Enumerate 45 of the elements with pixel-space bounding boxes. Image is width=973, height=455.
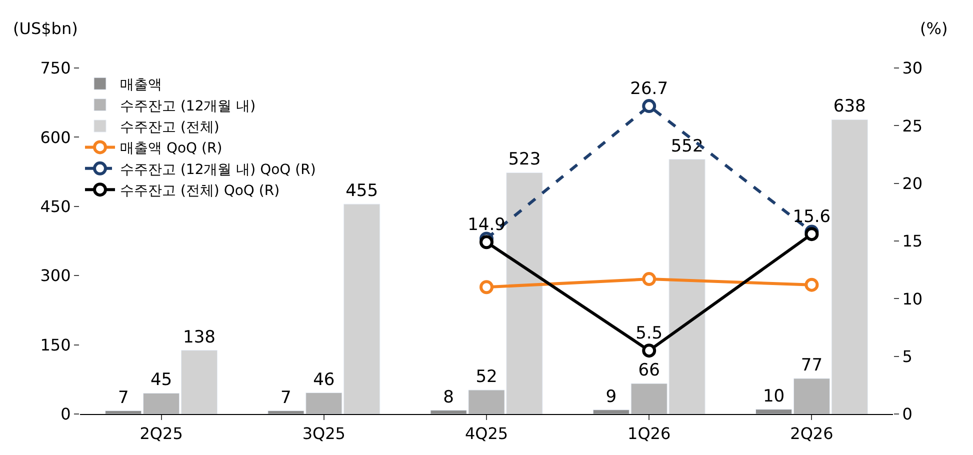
- y-axis-title: (US$bn): [13, 19, 78, 38]
- y-tick-label: 450: [40, 197, 71, 216]
- data-label: 7: [280, 388, 292, 408]
- y2-tick-label: 15: [902, 232, 923, 251]
- x-tick-label: 2Q26: [790, 424, 834, 444]
- x-tick-label: 2Q25: [140, 424, 183, 444]
- legend-label: 매출액 QoQ (R): [120, 140, 222, 157]
- x-tick-label: 1Q26: [628, 424, 671, 444]
- legend-label: 매출액: [120, 77, 162, 94]
- y2-tick-label: 20: [902, 174, 923, 193]
- y-tick-label: 0: [60, 404, 71, 424]
- y2-tick-label: 5: [902, 346, 912, 366]
- data-label: 46: [313, 370, 335, 390]
- data-label: 52: [476, 367, 498, 388]
- data-label: 45: [150, 370, 172, 390]
- x-tick-label: 3Q25: [302, 424, 346, 444]
- data-label: 10: [762, 386, 785, 406]
- y2-axis-title: (%): [920, 19, 948, 38]
- data-label: 455: [346, 181, 378, 202]
- y-tick-label: 600: [40, 128, 71, 147]
- data-label: 66: [638, 360, 660, 381]
- legend-label: 수주잔고 (전체): [120, 119, 220, 136]
- data-label: 138: [183, 327, 216, 348]
- y-tick-label: 750: [40, 58, 71, 78]
- data-label: 552: [670, 136, 704, 156]
- data-label: 8: [443, 387, 454, 408]
- y2-tick-label: 0: [902, 404, 912, 424]
- data-label: 523: [508, 150, 541, 170]
- y-tick-label: 150: [40, 335, 71, 354]
- x-tick-label: 4Q25: [464, 424, 508, 444]
- data-label: 15.6: [792, 206, 831, 227]
- data-label: 26.7: [630, 78, 668, 99]
- y2-tick-label: 25: [902, 116, 923, 136]
- data-label: 14.9: [468, 215, 506, 236]
- data-label: 77: [800, 355, 823, 376]
- legend-label: 수주잔고 (12개월 내): [120, 98, 256, 114]
- legend-label: 수주잔고 (전체) QoQ (R): [120, 183, 280, 200]
- y-tick-label: 300: [40, 266, 71, 286]
- y2-tick-label: 10: [902, 289, 923, 308]
- data-label: 9: [606, 386, 617, 407]
- data-label: 5.5: [636, 323, 663, 344]
- y2-tick-label: 30: [902, 58, 923, 78]
- legend-label: 수주잔고 (12개월 내) QoQ (R): [120, 162, 316, 178]
- data-label: 638: [833, 96, 866, 117]
- data-label: 7: [118, 388, 129, 408]
